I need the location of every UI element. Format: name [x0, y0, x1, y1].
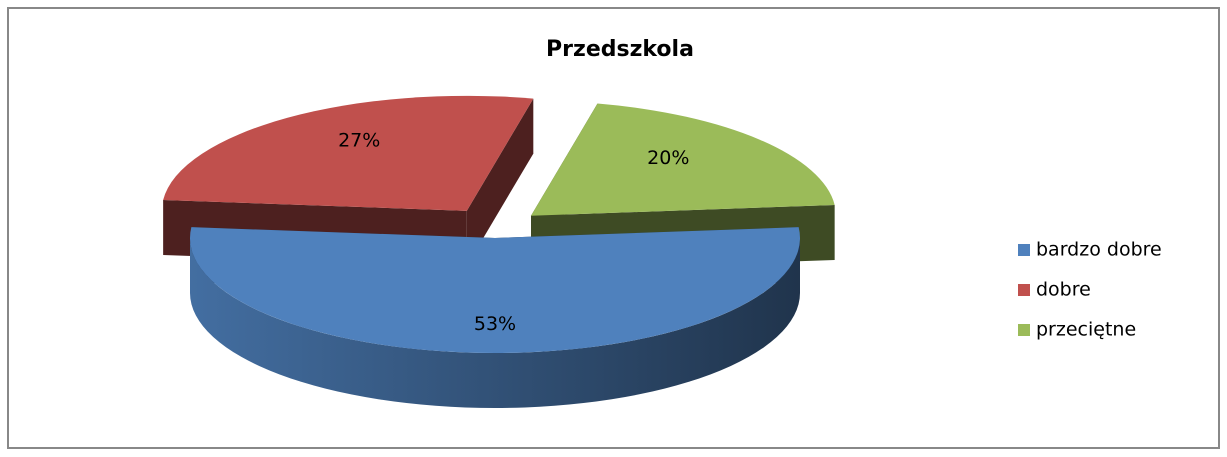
slice: [189, 227, 801, 408]
legend-label: bardzo dobre: [1036, 239, 1162, 261]
value-label: 27%: [338, 130, 380, 152]
legend-swatch: [1018, 284, 1030, 296]
slice-top: [163, 95, 534, 211]
slice-top: [531, 103, 835, 216]
value-label: 20%: [647, 147, 689, 169]
slice-wall: [466, 98, 534, 266]
legend-label: dobre: [1036, 279, 1091, 301]
legend-label: przeciętne: [1036, 319, 1136, 341]
legend-swatch: [1018, 324, 1030, 336]
value-label: 53%: [474, 313, 516, 335]
slice-top: [189, 227, 801, 354]
slice-side: [190, 238, 800, 408]
chart-title: Przedszkola: [546, 37, 694, 62]
legend-swatch: [1018, 244, 1030, 256]
